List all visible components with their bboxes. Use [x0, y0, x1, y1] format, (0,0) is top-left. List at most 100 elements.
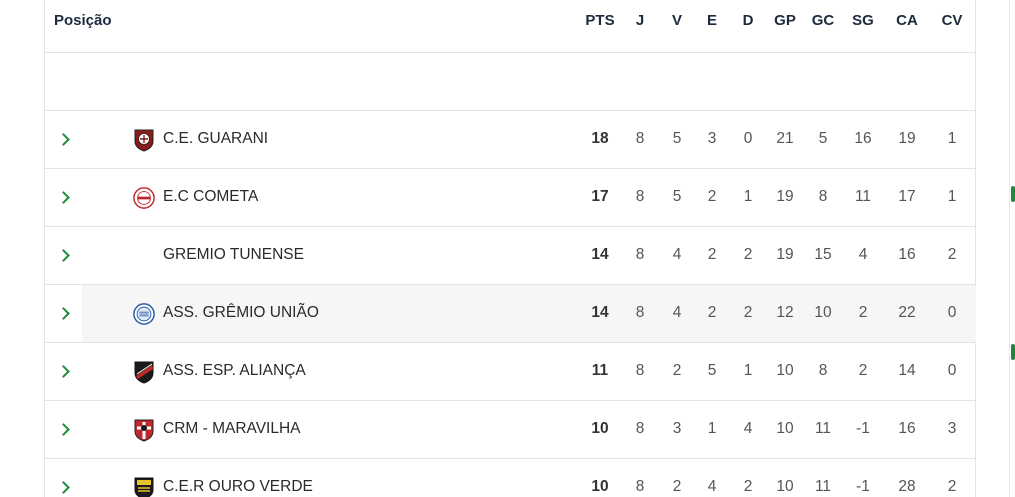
table-row[interactable]: CRM - MARAVILHA 10 8 3 1 4 10 11 -1 16 3 — [45, 401, 976, 459]
cell-e: 1 — [707, 419, 717, 437]
cell-j: 8 — [635, 303, 645, 321]
table-row[interactable]: C.E. GUARANI 18 8 5 3 0 21 5 16 19 1 — [45, 111, 976, 169]
cell-v: 5 — [672, 129, 682, 147]
cell-cv: 3 — [947, 419, 957, 437]
cell-j: 8 — [635, 187, 645, 205]
cell-cv: 0 — [947, 361, 957, 379]
cell-sg: 2 — [858, 361, 868, 379]
cell-gp: 10 — [776, 419, 794, 437]
cell-j: 8 — [635, 477, 645, 495]
cell-v: 4 — [672, 303, 682, 321]
cell-j: 8 — [635, 419, 645, 437]
cell-sg: 4 — [858, 245, 868, 263]
cell-gc: 5 — [818, 129, 828, 147]
cell-e: 2 — [707, 245, 717, 263]
table-row[interactable]: ASS. GRÊMIO UNIÃO 14 8 4 2 2 12 10 2 22 … — [45, 285, 976, 343]
chevron-right-icon[interactable] — [57, 480, 70, 494]
cell-sg: 2 — [858, 303, 868, 321]
cell-v: 5 — [672, 187, 682, 205]
cell-pts: 18 — [591, 129, 609, 147]
cell-ca: 17 — [898, 187, 916, 205]
cell-gc: 11 — [814, 419, 832, 437]
cell-ca: 28 — [898, 477, 916, 495]
cell-d: 1 — [743, 187, 753, 205]
chevron-right-icon[interactable] — [57, 422, 70, 436]
header-d[interactable]: D — [742, 12, 754, 29]
chevron-right-icon[interactable] — [57, 364, 70, 378]
cell-d: 2 — [743, 245, 753, 263]
header-e[interactable]: E — [706, 12, 717, 29]
expand-cell[interactable] — [45, 227, 82, 284]
cell-ca: 14 — [898, 361, 916, 379]
team-name[interactable]: C.E. GUARANI — [163, 129, 269, 147]
expand-cell[interactable] — [45, 401, 82, 458]
cell-gp: 21 — [776, 129, 794, 147]
cell-gc: 11 — [814, 477, 832, 495]
header-v[interactable]: V — [671, 12, 682, 29]
adjacent-panel-marker — [1011, 186, 1015, 202]
team-name[interactable]: ASS. GRÊMIO UNIÃO — [163, 303, 319, 321]
team-name[interactable]: CRM - MARAVILHA — [163, 419, 301, 437]
table-row[interactable]: E.C COMETA 17 8 5 2 1 19 8 11 17 1 — [45, 169, 976, 227]
cell-d: 2 — [743, 477, 753, 495]
cell-gc: 8 — [818, 361, 828, 379]
header-j[interactable]: J — [635, 12, 645, 29]
team-name[interactable]: GREMIO TUNENSE — [163, 245, 304, 263]
cell-gp: 19 — [776, 245, 794, 263]
table-row[interactable]: ASS. ESP. ALIANÇA 11 8 2 5 1 10 8 2 14 0 — [45, 343, 976, 401]
table-row[interactable]: C.E.R OURO VERDE 10 8 2 4 2 10 11 -1 28 … — [45, 459, 976, 497]
chevron-right-icon[interactable] — [57, 132, 70, 146]
maravilha-crest-icon — [134, 419, 154, 442]
cell-cv: 1 — [947, 129, 957, 147]
team-name[interactable]: ASS. ESP. ALIANÇA — [163, 361, 306, 379]
cell-ca: 19 — [898, 129, 916, 147]
expand-cell[interactable] — [45, 285, 82, 342]
table-header: Posição PTS J V E D GP GC SG CA CV — [45, 0, 976, 53]
alianca-crest-icon — [134, 361, 154, 384]
cell-pts: 17 — [591, 187, 609, 205]
cell-v: 3 — [672, 419, 682, 437]
header-gc[interactable]: GC — [811, 12, 835, 29]
cell-v: 2 — [672, 477, 682, 495]
cell-sg: 16 — [854, 129, 872, 147]
cell-cv: 2 — [947, 477, 957, 495]
team-name[interactable]: C.E.R OURO VERDE — [163, 477, 313, 495]
ouro-verde-crest-icon — [134, 477, 154, 497]
cell-gp: 12 — [776, 303, 794, 321]
cell-d: 4 — [743, 419, 753, 437]
expand-cell[interactable] — [45, 459, 82, 497]
cell-cv: 2 — [947, 245, 957, 263]
adjacent-panel-edge — [1009, 0, 1015, 497]
header-gp[interactable]: GP — [774, 12, 796, 29]
chevron-right-icon[interactable] — [57, 306, 70, 320]
header-ca[interactable]: CA — [896, 12, 918, 29]
cell-v: 2 — [672, 361, 682, 379]
cell-pts: 10 — [591, 477, 609, 495]
cell-ca: 22 — [898, 303, 916, 321]
chevron-right-icon[interactable] — [57, 248, 70, 262]
cell-e: 2 — [707, 303, 717, 321]
table-row[interactable]: GREMIO TUNENSE 14 8 4 2 2 19 15 4 16 2 — [45, 227, 976, 285]
cell-gp: 10 — [776, 477, 794, 495]
expand-cell[interactable] — [45, 111, 82, 168]
header-pts[interactable]: PTS — [585, 12, 615, 29]
header-sg[interactable]: SG — [852, 12, 874, 29]
table-spacer-row — [45, 53, 976, 111]
cell-e: 3 — [707, 129, 717, 147]
expand-cell[interactable] — [45, 343, 82, 400]
cell-j: 8 — [635, 361, 645, 379]
cell-gc: 15 — [814, 245, 832, 263]
cell-gc: 10 — [814, 303, 832, 321]
expand-cell[interactable] — [45, 169, 82, 226]
chevron-right-icon[interactable] — [57, 190, 70, 204]
header-cv[interactable]: CV — [941, 12, 963, 29]
cell-sg: 11 — [854, 187, 872, 205]
cell-d: 0 — [743, 129, 753, 147]
cell-sg: -1 — [856, 419, 870, 437]
cell-j: 8 — [635, 245, 645, 263]
cometa-crest-icon — [133, 186, 155, 209]
adjacent-panel-marker — [1011, 344, 1015, 360]
team-name[interactable]: E.C COMETA — [163, 187, 259, 205]
position-header: Posição — [54, 12, 112, 29]
